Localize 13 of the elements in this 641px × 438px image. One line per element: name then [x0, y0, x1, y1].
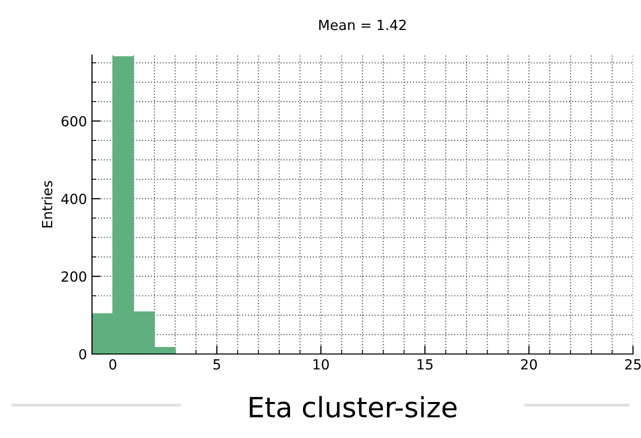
y-tick-label: 0	[79, 348, 86, 360]
chart-title: Mean = 1.42	[319, 20, 406, 30]
x-tick-label: 15	[418, 359, 433, 370]
x-tick-label: 5	[214, 359, 220, 370]
x-tick-label: 20	[521, 359, 537, 370]
x-tick-label: 10	[314, 359, 329, 370]
y-tick-label: 400	[61, 194, 86, 204]
x-tick-label: 25	[625, 359, 641, 370]
x-axis-title: Eta cluster-size	[250, 396, 457, 418]
y-tick-label: 200	[62, 271, 86, 282]
y-axis-title: Entries	[42, 180, 52, 228]
x-tick-label: 0	[109, 359, 116, 370]
y-tick-label: 600	[62, 116, 86, 126]
